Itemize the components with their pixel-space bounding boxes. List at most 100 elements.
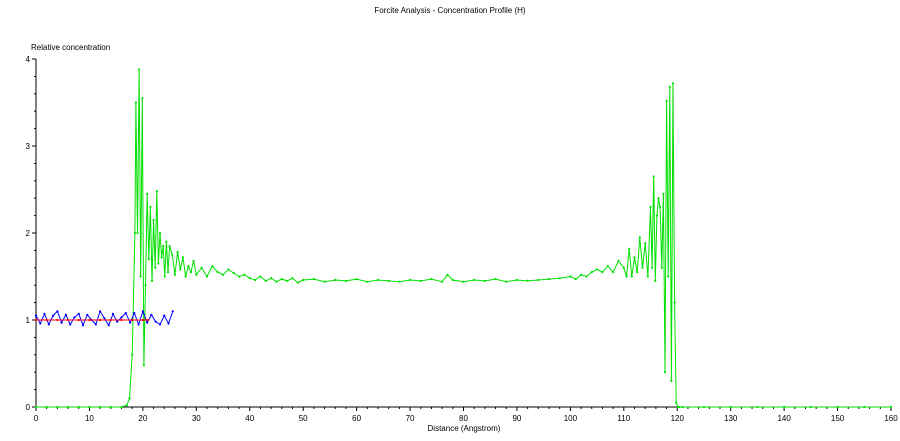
series-0-point: [211, 265, 214, 268]
series-1-point: [86, 313, 89, 316]
series-0-point: [809, 405, 812, 409]
series-2-point: [147, 318, 150, 322]
series-0-point: [248, 277, 251, 280]
series-1-point: [60, 321, 63, 324]
series-1-point: [150, 313, 153, 316]
plot-series: [34, 68, 893, 409]
series-2-point: [67, 318, 70, 322]
series-0-point: [665, 99, 668, 102]
series-0-point: [302, 278, 305, 282]
x-tick-label: 50: [299, 414, 308, 423]
series-0-point: [625, 275, 628, 278]
series-0-point: [344, 279, 347, 282]
series-0-point: [558, 277, 561, 280]
series-0-point: [473, 278, 476, 282]
series-0-point: [154, 266, 157, 269]
series-0-point: [275, 280, 278, 283]
series-2-point: [88, 318, 91, 322]
x-tick-label: 10: [85, 414, 94, 423]
series-2-point: [141, 318, 144, 322]
y-tick-label: 4: [26, 55, 31, 64]
series-0-point: [585, 275, 588, 278]
series-0-point: [128, 397, 131, 400]
series-0-point: [67, 405, 70, 409]
series-0-point: [270, 277, 273, 280]
series-0-point: [120, 405, 123, 409]
series-0-point: [181, 256, 185, 259]
series-0-point: [195, 273, 198, 276]
series-0-point: [109, 405, 112, 409]
series-1-point: [56, 310, 59, 313]
series-1-point: [129, 321, 132, 324]
series-0-point: [660, 266, 663, 269]
series-1-point: [47, 323, 50, 326]
series-0-point: [232, 271, 235, 275]
y-tick-label: 0: [26, 403, 31, 412]
series-0-point: [131, 353, 134, 356]
series-1-point: [99, 310, 102, 313]
series-1-point: [146, 321, 149, 324]
series-1-point: [107, 324, 110, 327]
series-0-point: [147, 258, 150, 261]
series-0-point: [547, 278, 551, 281]
series-0-point: [125, 404, 128, 407]
series-0-point: [667, 275, 670, 278]
series-1-point: [94, 323, 97, 326]
series-0-point: [590, 271, 593, 274]
series-0-point: [889, 405, 893, 409]
series-0-point: [366, 280, 369, 283]
series-1-point: [43, 312, 46, 315]
x-tick-label: 100: [564, 414, 578, 423]
series-0-point: [264, 279, 267, 282]
x-tick-label: 110: [617, 414, 630, 423]
series-1-point: [124, 311, 127, 315]
series-2-point: [120, 318, 123, 322]
series-0-point: [136, 231, 139, 235]
series-0-point: [574, 278, 577, 281]
series-1-point: [137, 323, 140, 326]
series-0-point: [286, 279, 289, 282]
x-tick-label: 70: [406, 414, 415, 423]
series-0-point: [192, 259, 195, 262]
series-0-point: [205, 275, 209, 278]
series-0-point: [446, 273, 449, 276]
series-1-point: [103, 317, 106, 320]
x-tick-label: 160: [884, 414, 898, 423]
series-0-point: [644, 242, 647, 245]
series-0-point: [515, 278, 519, 282]
series-0-point: [88, 405, 91, 409]
series-0-point: [45, 405, 48, 409]
series-0-point: [419, 279, 422, 282]
series-0-point: [150, 279, 154, 282]
series-0-point: [505, 280, 508, 283]
series-0-point: [617, 259, 620, 262]
series-0-point: [673, 301, 676, 304]
series-0-point: [254, 278, 257, 282]
series-0-point: [173, 273, 176, 276]
series-0-point: [652, 175, 655, 178]
series-1-point: [34, 314, 38, 317]
series-0-point: [483, 279, 486, 282]
series-0-point: [312, 278, 315, 281]
series-0-point: [355, 278, 358, 281]
series-0-point: [430, 278, 433, 281]
series-0-point: [756, 405, 759, 409]
series-0-point: [280, 278, 283, 281]
series-0-point: [633, 256, 636, 259]
series-0-point: [612, 271, 615, 274]
series-0-point: [155, 190, 158, 193]
series-0-point: [678, 405, 681, 409]
series-0-point: [34, 405, 38, 409]
y-tick-label: 1: [26, 316, 31, 325]
series-0-point: [596, 268, 599, 271]
series-0-point: [189, 271, 193, 274]
x-tick-label: 20: [138, 414, 147, 423]
series-0-point: [176, 251, 179, 254]
series-0-point: [638, 236, 641, 239]
axis-ticks: 0 10 20 30 40 50 60 70 80 90 100 110 120 130 140 150 160…: [26, 55, 899, 423]
series-0-point: [144, 284, 147, 287]
series-0-point: [141, 97, 144, 100]
series-0-point: [152, 218, 155, 222]
series-0-point: [216, 271, 219, 274]
series-0-point: [836, 405, 839, 409]
